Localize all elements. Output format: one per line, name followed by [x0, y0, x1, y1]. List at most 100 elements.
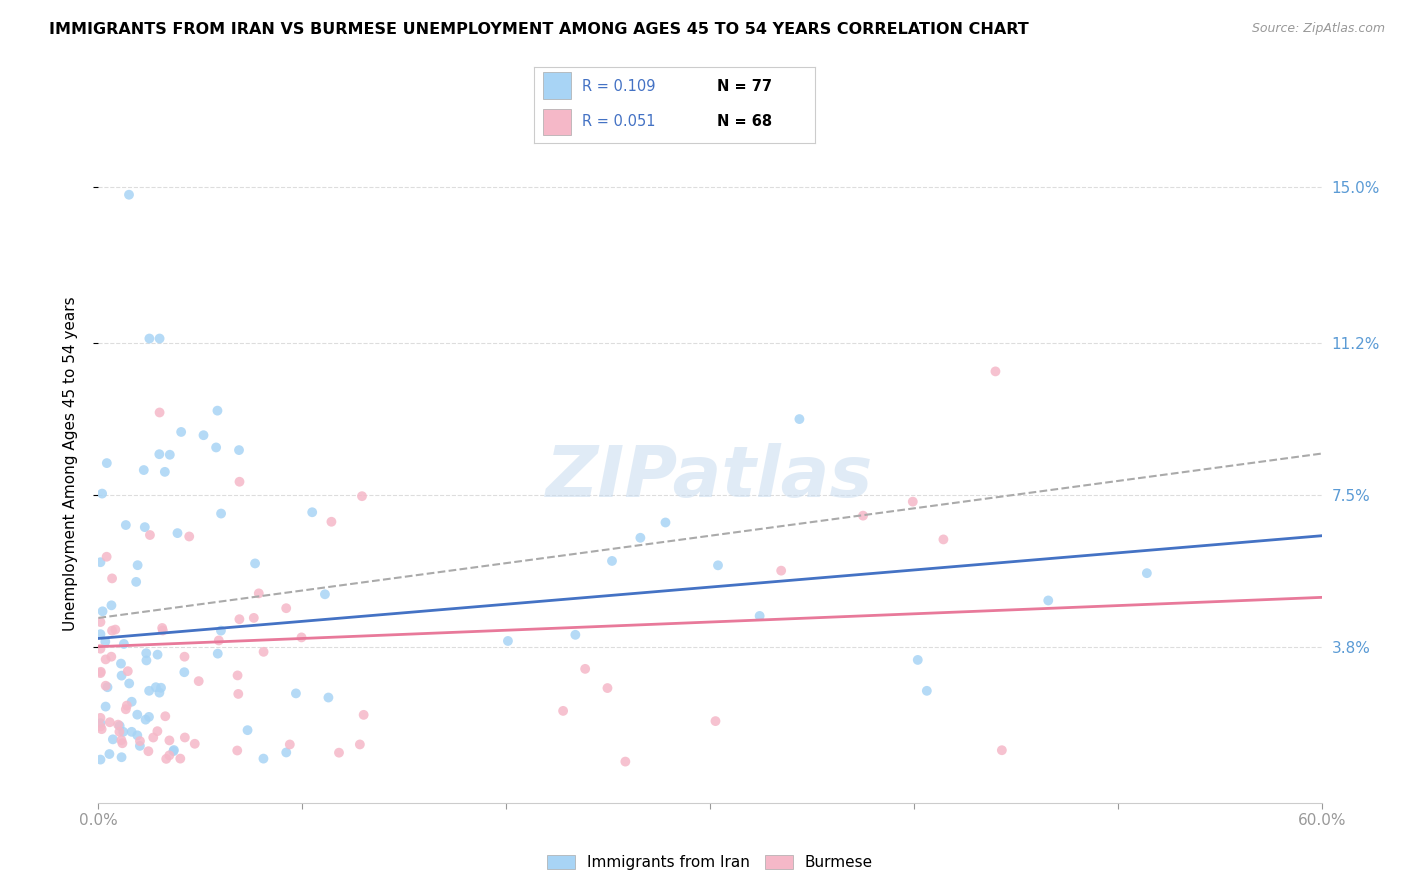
Point [553, 704, 575, 718]
Point [135, 646, 157, 660]
Point [614, 755, 637, 769]
Point [107, 717, 129, 731]
Point [153, 465, 176, 479]
Point [243, 557, 266, 571]
Point [89, 666, 111, 681]
Point [284, 686, 307, 700]
Point [226, 743, 249, 757]
Point [138, 710, 160, 724]
Point [290, 631, 312, 645]
Point [148, 686, 170, 700]
Point [207, 647, 229, 661]
Point [149, 332, 172, 346]
Point [574, 662, 596, 676]
Point [173, 731, 195, 745]
Text: N = 77: N = 77 [717, 79, 772, 95]
Point [110, 733, 132, 747]
Point [90, 665, 112, 679]
Point [907, 653, 929, 667]
Point [984, 364, 1007, 378]
Point [89, 555, 111, 569]
Point [314, 587, 336, 601]
Point [134, 520, 156, 534]
Point [852, 508, 875, 523]
Point [114, 518, 136, 533]
Point [991, 743, 1014, 757]
Point [146, 648, 169, 662]
Y-axis label: Unemployment Among Ages 45 to 54 years: Unemployment Among Ages 45 to 54 years [63, 296, 77, 632]
Point [117, 664, 139, 678]
Point [146, 724, 169, 739]
Point [108, 719, 131, 733]
Point [132, 463, 155, 477]
Point [89, 753, 111, 767]
Point [110, 668, 132, 682]
Point [770, 564, 793, 578]
Point [115, 698, 138, 713]
Point [157, 748, 180, 763]
Point [252, 645, 274, 659]
Point [748, 609, 770, 624]
Point [89, 615, 111, 629]
Point [155, 752, 177, 766]
Point [915, 683, 938, 698]
Point [173, 649, 195, 664]
Point [1038, 593, 1060, 607]
Point [163, 743, 186, 757]
Point [94, 699, 117, 714]
Legend: Immigrants from Iran, Burmese: Immigrants from Iran, Burmese [541, 849, 879, 877]
Point [596, 681, 619, 695]
Point [150, 681, 173, 695]
Point [169, 751, 191, 765]
Point [89, 711, 111, 725]
Text: IMMIGRANTS FROM IRAN VS BURMESE UNEMPLOYMENT AMONG AGES 45 TO 54 YEARS CORRELATI: IMMIGRANTS FROM IRAN VS BURMESE UNEMPLOY… [49, 22, 1029, 37]
Point [318, 690, 340, 705]
Point [321, 515, 343, 529]
Point [110, 657, 132, 671]
Point [96, 456, 118, 470]
Point [193, 428, 215, 442]
Point [100, 649, 122, 664]
Point [121, 724, 143, 739]
Point [496, 634, 519, 648]
Point [138, 683, 160, 698]
Point [91, 486, 114, 500]
Point [96, 549, 118, 564]
Point [155, 709, 177, 723]
Point [112, 724, 135, 739]
Point [278, 738, 301, 752]
Point [226, 668, 249, 682]
Point [564, 628, 586, 642]
FancyBboxPatch shape [543, 109, 571, 136]
Point [247, 586, 270, 600]
Point [1136, 566, 1159, 581]
Point [170, 425, 193, 439]
Point [108, 724, 131, 739]
Point [89, 641, 111, 656]
Point [209, 624, 232, 638]
Point [226, 687, 249, 701]
Point [139, 528, 162, 542]
Point [127, 728, 149, 742]
Point [228, 443, 250, 458]
Point [127, 558, 149, 573]
Point [101, 732, 124, 747]
Point [89, 719, 111, 733]
Point [111, 736, 134, 750]
Point [110, 750, 132, 764]
Point [350, 489, 373, 503]
Point [138, 332, 160, 346]
Point [94, 634, 117, 648]
Point [148, 447, 170, 461]
Point [208, 633, 231, 648]
Point [145, 680, 167, 694]
Point [100, 599, 122, 613]
Point [104, 623, 127, 637]
Point [276, 601, 298, 615]
Point [150, 621, 173, 635]
Point [94, 679, 117, 693]
Point [112, 637, 135, 651]
Point [173, 665, 195, 680]
Point [121, 695, 143, 709]
Point [349, 738, 371, 752]
